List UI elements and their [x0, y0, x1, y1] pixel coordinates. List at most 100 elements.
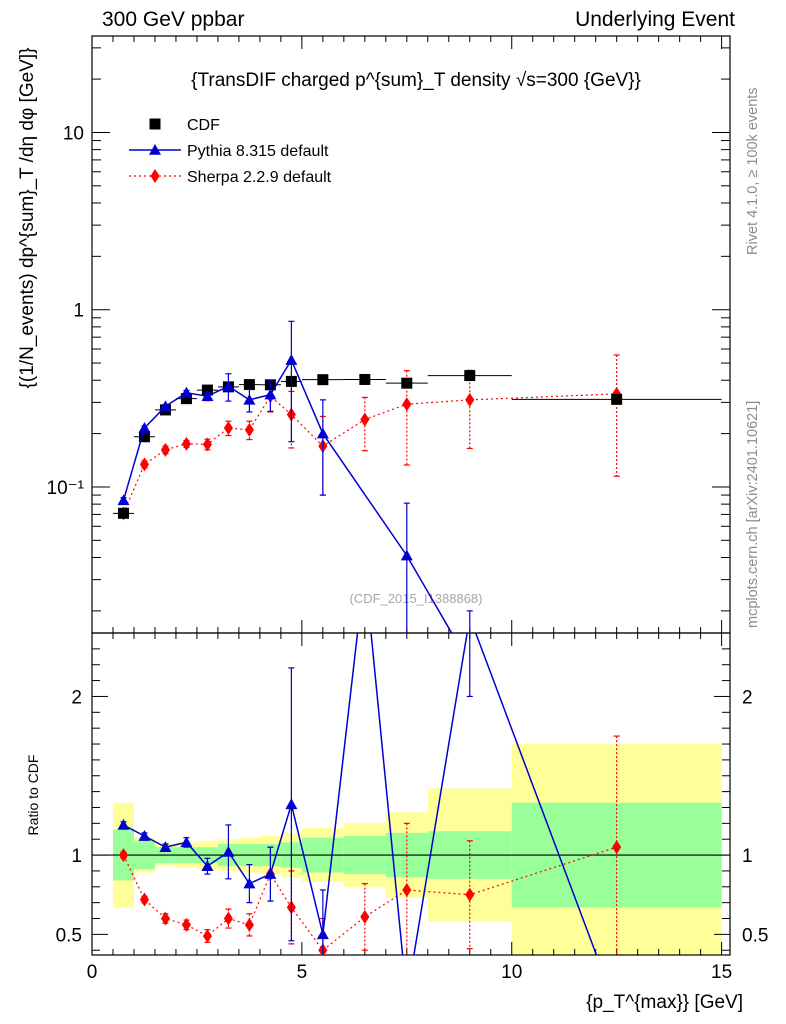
ratio-y-axis: 0.5 0.5 1 1 2 2 [56, 632, 768, 951]
ratio-panel-frame [91, 632, 731, 956]
pythia-point [222, 380, 235, 392]
sherpa-point [402, 397, 412, 412]
sherpa-ratio-point [181, 917, 191, 932]
ratio-tick-label-right: 2 [742, 687, 753, 708]
sherpa-point [202, 437, 212, 452]
sherpa-error-bar [361, 396, 368, 452]
pythia-ratio-line [123, 633, 598, 955]
pythia-point [180, 386, 193, 398]
pythia-point [264, 388, 277, 400]
cdf-point [317, 374, 329, 386]
legend: CDF Pythia 8.315 default Sherpa 2.2.9 defa… [129, 117, 332, 186]
pythia-point [243, 393, 256, 405]
sherpa-point [139, 457, 150, 472]
sherpa-ratio-point [612, 840, 622, 855]
y-tick-label: 10 [63, 123, 84, 144]
pythia-ratio-point [264, 868, 277, 879]
legend-sherpa-marker [150, 169, 160, 183]
sherpa-ratio-point [160, 911, 171, 926]
pythia-ratio-point [401, 992, 413, 1003]
legend-label: Sherpa 2.2.9 default [187, 169, 332, 186]
pythia-point [316, 427, 329, 439]
sherpa-ratio-point [465, 887, 475, 902]
pythia-point [138, 422, 151, 433]
sherpa-ratio-error-bar [613, 735, 620, 955]
cdf-point [401, 377, 413, 389]
y-tick-label: 10⁻¹ [47, 478, 85, 499]
sherpa-ratio-point [223, 911, 233, 926]
x-tick-label: 10 [501, 962, 522, 983]
pythia-point [400, 549, 413, 561]
pythia-error-bar [288, 320, 295, 443]
ratio-tick-label: 2 [71, 687, 82, 708]
y-axis-label: {(1/N_events) dp^{sum}_T /dη dφ [GeV]} [17, 48, 38, 389]
header-left-label: 300 GeV ppbar [102, 8, 245, 31]
cdf-point [138, 431, 150, 443]
x-tick-label: 5 [297, 962, 308, 983]
pythia-line [122, 358, 453, 633]
pythia-point [117, 494, 130, 506]
pythia-ratio-point [243, 877, 256, 889]
ratio-series [117, 633, 622, 1014]
chart-watermark: (CDF_2015_I1388868) [350, 591, 483, 606]
pythia-ratio-error-bar [466, 633, 473, 698]
legend-label: CDF [187, 117, 220, 134]
x-tick-label: 15 [711, 962, 732, 983]
sherpa-ratio-point [360, 909, 370, 924]
y-axis: 10⁻¹ 1 10 [47, 47, 730, 612]
sherpa-point [465, 392, 475, 407]
cdf-point [611, 393, 623, 405]
legend-label: Pythia 8.315 default [187, 143, 329, 160]
sherpa-error-bar [403, 370, 410, 466]
sherpa-error-bar [613, 354, 620, 477]
ratio-y-axis-label: Ratio to CDF [25, 755, 41, 836]
x-axis-label: {p_T^{max}} [GeV] [586, 992, 743, 1013]
pythia-ratio-point [222, 845, 235, 857]
pythia-error-bar [466, 610, 473, 633]
ratio-tick-label: 1 [71, 846, 82, 867]
sherpa-point [244, 422, 254, 437]
pythia-point [159, 400, 172, 412]
legend-cdf-marker [149, 118, 161, 130]
legend-pythia-marker [149, 144, 161, 155]
ratio-tick-label-right: 0.5 [742, 925, 768, 946]
sherpa-ratio-error-bar [403, 822, 410, 955]
cdf-point [180, 393, 192, 405]
cdf-point [243, 379, 255, 391]
sherpa-point [160, 442, 171, 457]
ratio-tick-label: 0.5 [56, 925, 82, 946]
pythia-ratio-point [285, 798, 298, 810]
main-series [112, 320, 722, 633]
pythia-ratio-point [180, 836, 193, 848]
x-tick-label: 0 [87, 962, 98, 983]
pythia-point [201, 390, 214, 402]
sherpa-ratio-point [402, 882, 412, 897]
pythia-point [285, 354, 298, 365]
sherpa-line [122, 393, 617, 514]
ratio-tick-label-right: 1 [742, 846, 753, 867]
sherpa-point [181, 436, 191, 451]
sherpa-ratio-error-bar [246, 913, 253, 937]
cdf-point [201, 384, 213, 396]
pythia-ratio-point [159, 841, 172, 852]
sherpa-ratio-point [244, 917, 254, 932]
header-right-label: Underlying Event [575, 8, 735, 31]
pythia-ratio-point [138, 830, 151, 841]
pythia-ratio-point [117, 818, 130, 830]
cdf-point [359, 373, 371, 385]
cdf-point [117, 507, 129, 519]
pythia-error-bar [319, 399, 326, 496]
y-tick-label: 1 [73, 301, 84, 322]
sherpa-ratio-point [202, 928, 212, 943]
cdf-point [464, 370, 476, 382]
sherpa-point [223, 421, 233, 436]
sherpa-point [360, 412, 370, 427]
pythia-ratio-error-bar [404, 982, 410, 1014]
x-axis: 0 5 10 15 [87, 36, 732, 983]
chart-title: {TransDIF charged p^{sum}_T density √s=3… [191, 70, 641, 91]
sherpa-ratio-point [118, 848, 129, 863]
pythia-ratio-point [201, 860, 214, 871]
pythia-ratio-point [316, 928, 329, 940]
sherpa-error-bar [466, 369, 473, 450]
